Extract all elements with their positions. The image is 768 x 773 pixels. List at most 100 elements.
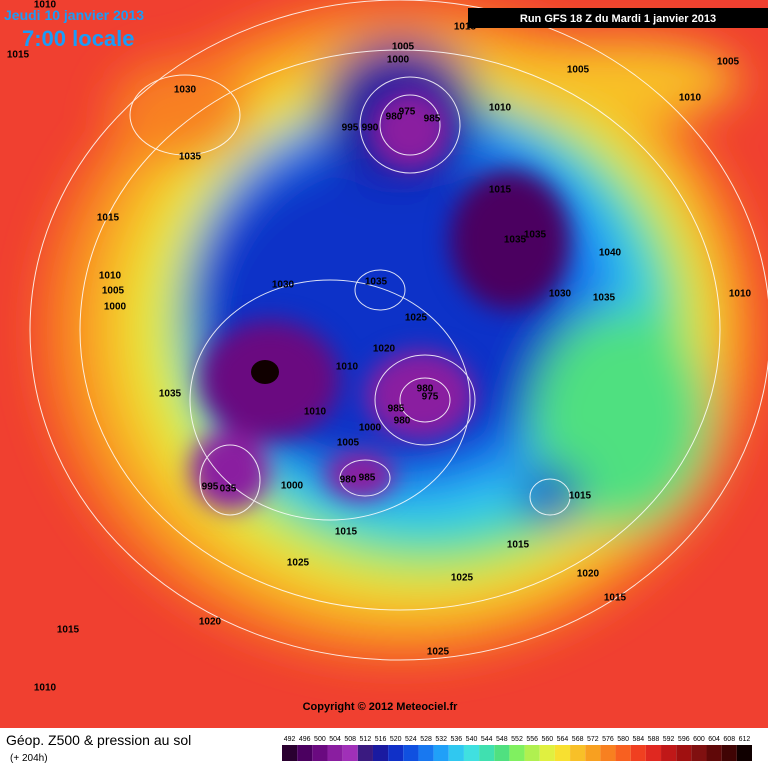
isobar-label: 1015 [454,22,477,33]
isobar-label: 1015 [569,491,592,502]
isobar-label: 1025 [451,573,474,584]
isobar-label: 1005 [102,286,125,297]
isobar-labels: 1010 1015 1015 1005 1000 1005 1005 1010 1030 1035… [7,0,752,694]
copyright: Copyright © 2012 Meteociel.fr [303,701,459,713]
legend-label: 612 [739,736,751,743]
legend-label: 504 [329,736,341,743]
legend-label: 512 [360,736,372,743]
isobar-label: 1015 [335,527,358,538]
isobar-label: 1015 [97,213,120,224]
product-title: Géop. Z500 & pression au sol [6,732,191,748]
isobar-label: 1015 [57,625,80,636]
isobar-label: 980 [417,384,434,395]
legend-label: 500 [314,736,326,743]
isobar-label: 035 [220,484,237,495]
legend-label: 536 [451,736,463,743]
legend-swatch [357,745,373,761]
isobar-label: 990 [362,123,379,134]
legend-label: 508 [344,736,356,743]
isobar-label: 1035 [159,389,182,400]
isobar-label: 1025 [427,647,450,658]
isobar-label: 1000 [281,481,304,492]
isobar-label: 980 [340,475,357,486]
isobar-label: 1005 [717,57,740,68]
legend-swatch [600,745,616,761]
isobar-label: 1000 [104,302,127,313]
isobar-label: 985 [388,404,405,415]
isobar-label: 1035 [179,152,202,163]
isobar-label: 1015 [507,540,530,551]
legend-label: 608 [723,736,735,743]
legend-swatch [630,745,646,761]
legend-swatch [539,745,555,761]
isobar-label: 1025 [405,313,428,324]
legend-swatch [554,745,571,761]
legend-label: 560 [541,736,553,743]
isobar-label: 1030 [549,289,572,300]
legend-swatch [570,745,586,761]
legend-label: 556 [526,736,538,743]
color-legend: 492 496 500 504 508 512 516 520 524 528 532 536 540 5… [282,736,752,761]
isobar-label: 1030 [174,85,197,96]
legend-label: 552 [511,736,523,743]
legend-swatch [736,745,752,761]
legend-swatch [372,745,389,761]
isobar-label: 1010 [679,93,702,104]
legend-label: 592 [663,736,675,743]
isobar-label: 980 [394,416,411,427]
isobar-label: 1035 [504,235,527,246]
legend-swatch [706,745,722,761]
legend-swatch [388,745,404,761]
isobar-label: 1020 [373,344,396,355]
legend-swatch [463,745,480,761]
isobar-label: 1020 [577,569,600,580]
isobar-label: 985 [424,114,441,125]
isobar-label: 1015 [604,593,627,604]
isobar-label: 1040 [599,248,622,259]
isobar-label: 995 [342,123,359,134]
legend-label: 572 [587,736,599,743]
legend-swatch [297,745,313,761]
isobar-label: 1010 [489,103,512,114]
isobar-label: 1015 [489,185,512,196]
isobar-label: 1005 [392,42,415,53]
legend-label: 580 [617,736,629,743]
legend-swatch [691,745,707,761]
legend-label: 496 [299,736,311,743]
legend-label: 584 [632,736,644,743]
legend-label: 532 [435,736,447,743]
legend-label: 528 [420,736,432,743]
isobar-label: 1025 [287,558,310,569]
legend-swatch [282,745,298,761]
legend-label: 544 [481,736,493,743]
lead-time: (+ 204h) [10,753,48,764]
legend-swatch [615,745,631,761]
legend-swatch [448,745,464,761]
valid-date: Jeudi 10 janvier 2013 [4,7,144,23]
isobar-label: 980 [386,112,403,123]
legend-swatch [661,745,677,761]
legend-label: 524 [405,736,417,743]
legend-swatch [585,745,601,761]
legend-label: 604 [708,736,720,743]
legend-swatch [327,745,343,761]
legend-label: 600 [693,736,705,743]
legend-label: 520 [390,736,402,743]
legend-swatch [418,745,434,761]
isobar-label: 1030 [272,280,295,291]
legend-label: 596 [678,736,690,743]
isobar-label: 1005 [567,65,590,76]
legend-swatch [312,745,328,761]
legend-swatch [403,745,419,761]
isobar-label: 1010 [304,407,327,418]
isobar-label: 975 [422,392,439,403]
legend-swatch [645,745,662,761]
legend-swatch [433,745,449,761]
isobar-label: 1010 [729,289,752,300]
legend-swatch [676,745,692,761]
isobar-label: 1035 [593,293,616,304]
isobar-label: 1010 [34,683,57,694]
isobar-label: 1035 [524,230,547,241]
isobar-label: 1020 [199,617,222,628]
